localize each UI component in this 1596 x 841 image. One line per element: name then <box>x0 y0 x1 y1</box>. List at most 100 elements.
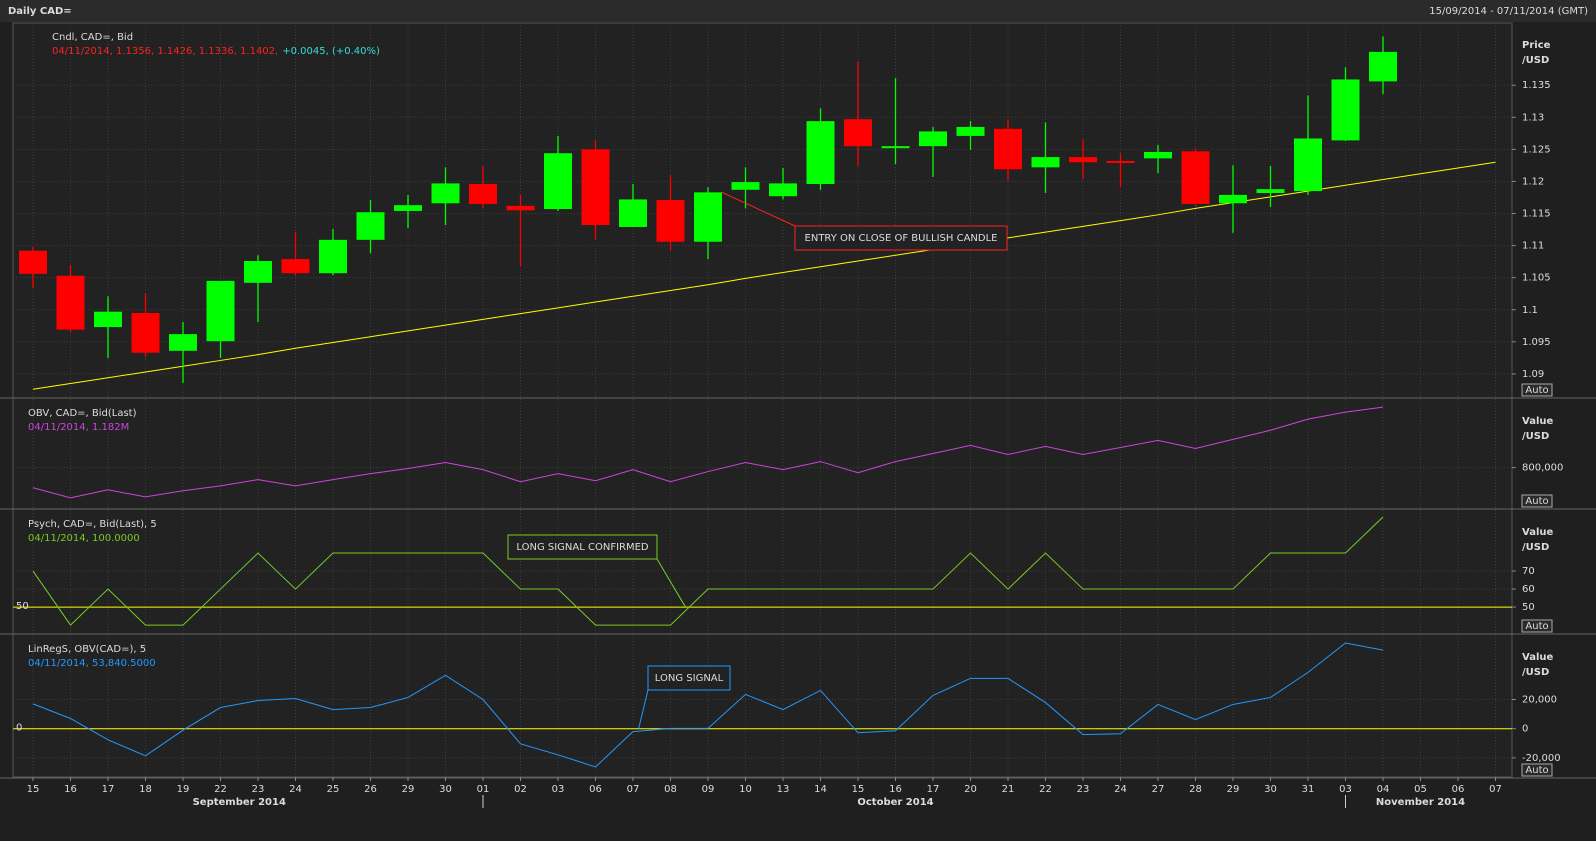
auto-button[interactable] <box>1521 763 1553 777</box>
y-tick-label: 1.13 <box>1522 112 1544 123</box>
candle-body <box>56 275 85 330</box>
candle-body <box>19 250 47 274</box>
x-tick-label: 06 <box>589 784 602 795</box>
subtitle-text: 04/11/2014, 1.1356, 1.1426, 1.1336, 1.14… <box>52 46 278 57</box>
candle-body <box>731 182 760 190</box>
x-tick-label: 09 <box>702 784 715 795</box>
x-tick-label: 26 <box>364 784 377 795</box>
candle-body <box>281 259 310 274</box>
candle-body <box>356 212 385 240</box>
month-label: October 2014 <box>857 797 933 808</box>
x-tick-label: 04 <box>1377 784 1390 795</box>
y-tick-label: 1.125 <box>1522 144 1551 155</box>
auto-button-label[interactable]: Auto <box>1525 621 1548 632</box>
plot-frame <box>12 22 1513 778</box>
reference-label: 0 <box>16 723 22 734</box>
candle-body <box>1144 151 1172 159</box>
y-tick-label: -20,000 <box>1522 753 1561 764</box>
panel-subtitle: 04/11/2014, 100.0000 <box>28 533 140 544</box>
y-tick-label: 0 <box>1522 724 1528 735</box>
candle-body <box>1031 157 1060 168</box>
annotation-connector <box>656 558 686 608</box>
auto-button[interactable] <box>1521 619 1553 633</box>
y-axis-unit: /USD <box>1522 667 1549 678</box>
candle-body <box>319 239 347 274</box>
x-tick-label: 03 <box>1339 784 1352 795</box>
y-axis-unit: /USD <box>1522 431 1549 442</box>
x-tick-label: 17 <box>927 784 940 795</box>
candle-body <box>881 146 910 149</box>
x-tick-label: 22 <box>214 784 227 795</box>
y-tick-label: 1.105 <box>1522 273 1551 284</box>
candle-body <box>94 311 122 328</box>
x-tick-label: 02 <box>514 784 527 795</box>
series-line <box>32 516 1384 626</box>
x-tick-label: 22 <box>1039 784 1052 795</box>
x-tick-label: 18 <box>139 784 152 795</box>
change-text: +0.0045, (+0.40%) <box>282 46 380 57</box>
candle-body <box>994 128 1022 170</box>
panel-title: LinRegS, OBV(CAD=), 5 <box>28 644 146 655</box>
y-tick-label: 50 <box>1522 602 1535 613</box>
y-tick-label: 1.135 <box>1522 80 1551 91</box>
x-tick-label: 16 <box>889 784 902 795</box>
candle-body <box>1069 157 1097 163</box>
subtitle-text: 04/11/2014, 1.182M <box>28 422 129 433</box>
auto-button-label[interactable]: Auto <box>1525 385 1548 396</box>
candle-body <box>506 205 535 211</box>
annotation-connector <box>721 191 796 227</box>
candle-body <box>694 192 722 242</box>
candle-body <box>1106 160 1135 163</box>
month-label: September 2014 <box>193 797 286 808</box>
x-tick-label: 30 <box>1264 784 1277 795</box>
x-tick-label: 23 <box>1077 784 1090 795</box>
x-tick-label: 24 <box>1114 784 1127 795</box>
x-tick-label: 24 <box>289 784 302 795</box>
x-tick-label: 10 <box>739 784 752 795</box>
auto-button[interactable] <box>1521 494 1553 508</box>
candle-body <box>806 121 835 185</box>
candle-body <box>469 184 497 204</box>
x-tick-label: 27 <box>1152 784 1165 795</box>
y-axis-label: Value <box>1522 652 1553 663</box>
candle-body <box>581 149 610 226</box>
panel-subtitle: 04/11/2014, 53,840.5000 <box>28 658 156 669</box>
candle-body <box>844 119 872 147</box>
auto-button-label[interactable]: Auto <box>1525 765 1548 776</box>
x-tick-label: 17 <box>102 784 115 795</box>
x-tick-label: 20 <box>964 784 977 795</box>
title-bar <box>0 0 1596 22</box>
y-tick-label: 20,000 <box>1522 695 1557 706</box>
y-tick-label: 1.09 <box>1522 369 1544 380</box>
x-tick-label: 30 <box>439 784 452 795</box>
series-line <box>32 642 1384 768</box>
window-title: Daily CAD= <box>8 6 72 17</box>
candle-body <box>169 334 197 351</box>
subtitle-text: 04/11/2014, 53,840.5000 <box>28 658 156 669</box>
trendline <box>32 161 1496 390</box>
x-tick-label: 25 <box>327 784 340 795</box>
x-tick-label: 13 <box>777 784 790 795</box>
candle-body <box>1331 79 1360 141</box>
x-tick-label: 03 <box>552 784 565 795</box>
candle-body <box>956 126 985 136</box>
x-tick-label: 28 <box>1189 784 1202 795</box>
candle-body <box>206 280 235 342</box>
auto-button-label[interactable]: Auto <box>1525 496 1548 507</box>
annotation-box <box>794 225 1008 251</box>
auto-button[interactable] <box>1521 383 1553 397</box>
panel-subtitle: 04/11/2014, 1.182M <box>28 422 129 433</box>
annotation-text: ENTRY ON CLOSE OF BULLISH CANDLE <box>805 233 998 244</box>
panel-subtitle: 04/11/2014, 1.1356, 1.1426, 1.1336, 1.14… <box>52 46 380 57</box>
panel-title: Cndl, CAD=, Bid <box>52 32 133 43</box>
x-tick-label: 19 <box>177 784 190 795</box>
candle-body <box>1294 138 1322 192</box>
y-tick-label: 1.11 <box>1522 241 1544 252</box>
subtitle-text: 04/11/2014, 100.0000 <box>28 533 140 544</box>
x-tick-label: 16 <box>64 784 77 795</box>
annotation-connector <box>638 689 649 729</box>
x-tick-label: 23 <box>252 784 265 795</box>
y-tick-label: 800,000 <box>1522 463 1563 474</box>
x-tick-label: 15 <box>852 784 865 795</box>
candle-body <box>1181 151 1210 204</box>
